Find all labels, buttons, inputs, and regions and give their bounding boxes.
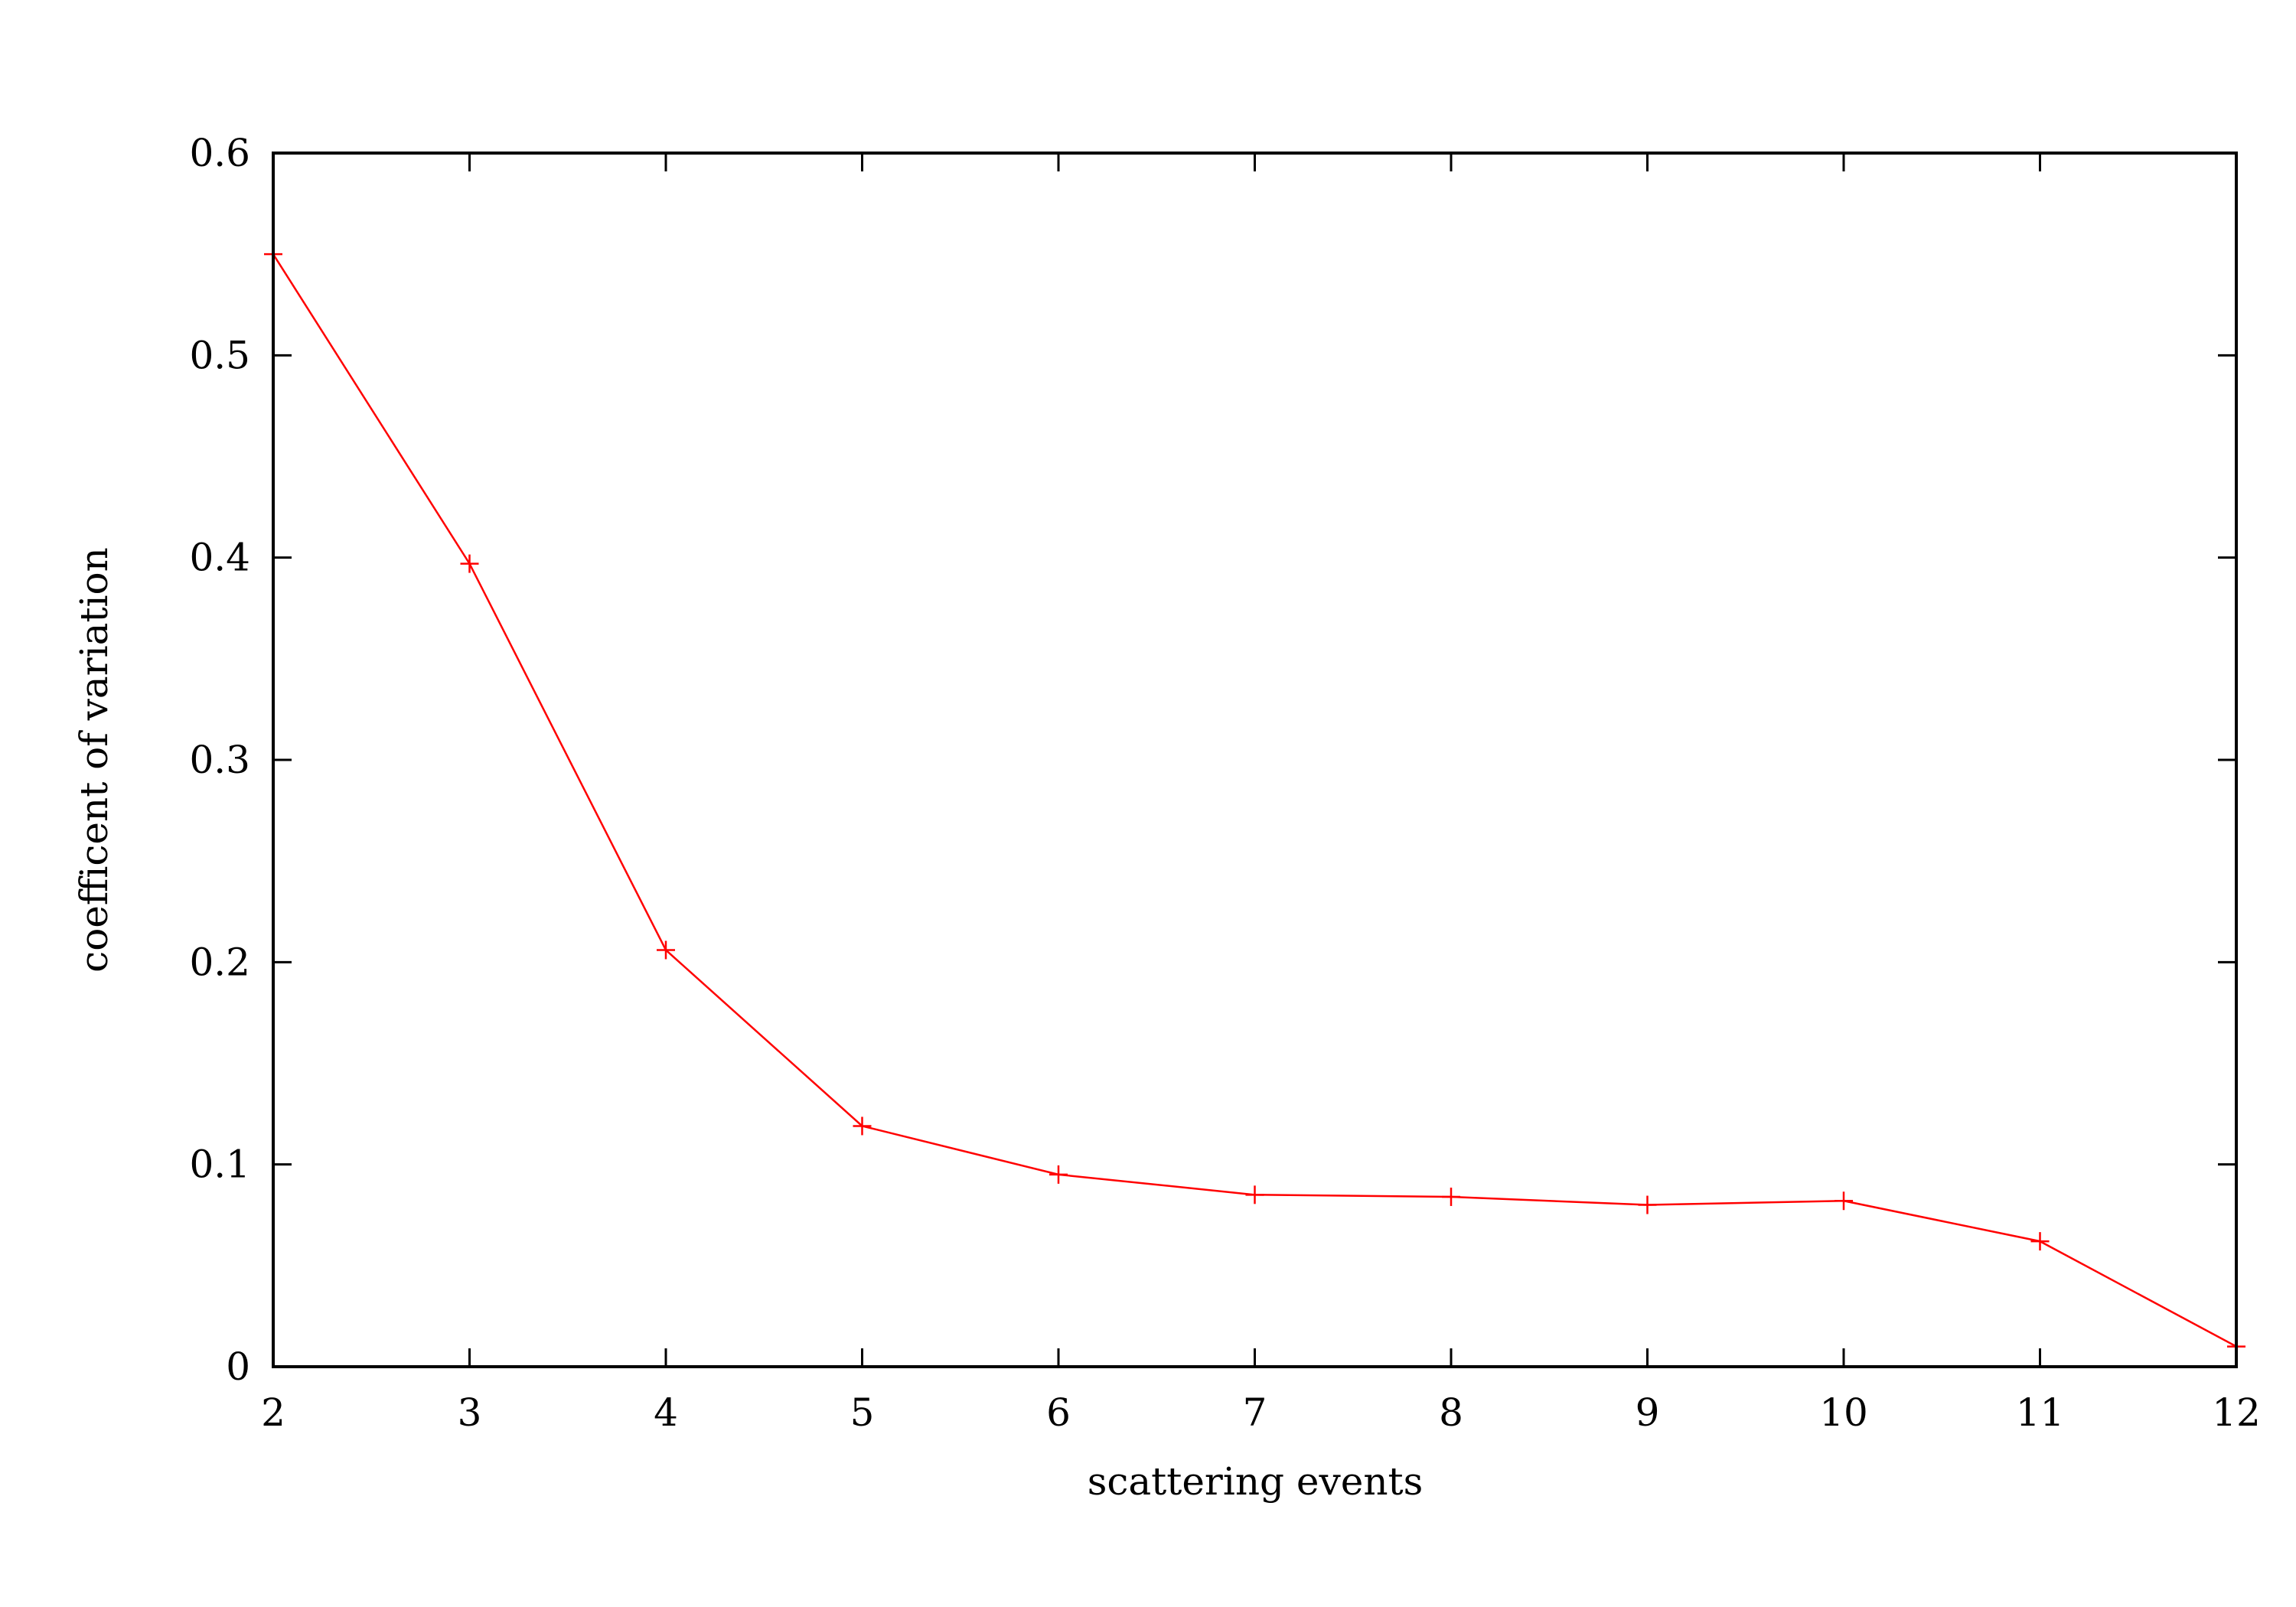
data-point-marker: [657, 940, 675, 960]
x-tick-label: 4: [654, 1390, 678, 1435]
y-tick-label: 0.3: [189, 738, 250, 782]
x-tick-label: 6: [1046, 1390, 1071, 1435]
data-point-marker: [1638, 1195, 1657, 1214]
y-ticks: [273, 152, 2236, 1368]
data-point-marker: [853, 1116, 872, 1136]
x-tick-label: 9: [1636, 1390, 1660, 1435]
x-tick-label: 12: [2212, 1390, 2261, 1435]
data-point-marker: [1245, 1185, 1264, 1204]
plot-frame: [272, 152, 2238, 1368]
y-tick-labels: 0 0.1 0.2 0.3 0.4 0.5 0.6: [189, 131, 250, 1389]
y-tick-label: 0.1: [189, 1143, 250, 1187]
y-tick-label: 0.6: [189, 131, 250, 175]
series-layer: [264, 245, 2245, 1356]
x-axis-label: scattering events: [1088, 1459, 1424, 1504]
y-axis-label: coefficent of variation: [72, 547, 116, 973]
data-point-marker: [460, 554, 479, 573]
y-tick-label: 0.2: [189, 940, 250, 984]
y-tick-label: 0: [226, 1345, 250, 1389]
x-tick-label: 2: [261, 1390, 285, 1435]
data-point-marker: [2030, 1232, 2050, 1251]
data-point-marker: [1049, 1165, 1068, 1184]
series-line: [272, 253, 2237, 1348]
x-ticks: [272, 153, 2238, 1367]
x-tick-label: 8: [1439, 1390, 1463, 1435]
data-point-marker: [1442, 1187, 1460, 1206]
y-tick-label: 0.4: [189, 536, 250, 580]
data-point-marker: [1835, 1191, 1853, 1211]
x-tick-label: 3: [458, 1390, 482, 1435]
x-tick-label: 10: [1819, 1390, 1868, 1435]
x-tick-label: 7: [1243, 1390, 1267, 1435]
x-tick-label: 11: [2016, 1390, 2065, 1435]
x-tick-labels: 2 3 4 5 6 7 8 9 10 11 12: [261, 1390, 2261, 1435]
x-tick-label: 5: [850, 1390, 875, 1435]
y-tick-label: 0.5: [189, 333, 250, 377]
